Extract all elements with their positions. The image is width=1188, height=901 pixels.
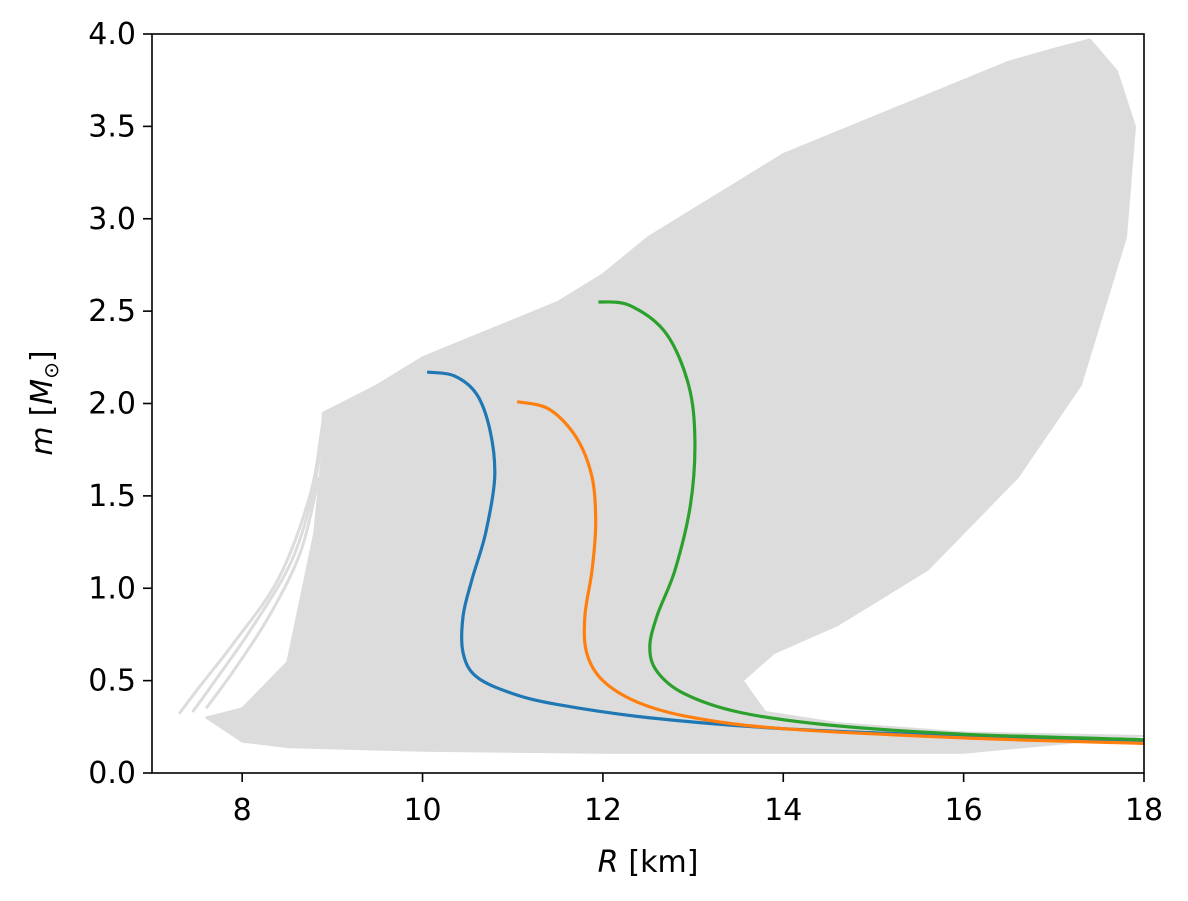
series-lines bbox=[426, 300, 1144, 745]
y-tick-label: 1.5 bbox=[88, 479, 136, 514]
x-tick-label: 14 bbox=[764, 793, 802, 828]
x-axis-label: R [km] bbox=[598, 845, 699, 880]
series-line-2 bbox=[516, 400, 1144, 745]
y-tick-label: 0.0 bbox=[88, 756, 136, 791]
y-tick-label: 4.0 bbox=[88, 17, 136, 52]
y-tick-label: 2.0 bbox=[88, 387, 136, 422]
y-tick-label: 3.0 bbox=[88, 202, 136, 237]
envelope-outer-curve-3 bbox=[204, 477, 321, 710]
x-tick-label: 12 bbox=[584, 793, 622, 828]
envelope-fill bbox=[205, 38, 1144, 754]
y-axis-ticks: 0.0 0.5 1.0 1.5 2.0 2.5 3.0 3.5 4.0 bbox=[88, 17, 152, 791]
y-tick-label: 3.5 bbox=[88, 109, 136, 144]
y-tick-label: 1.0 bbox=[88, 571, 136, 606]
x-tick-label: 10 bbox=[403, 793, 441, 828]
x-axis-ticks: 8 10 12 14 16 18 bbox=[233, 773, 1163, 828]
x-tick-label: 18 bbox=[1125, 793, 1163, 828]
y-tick-label: 0.5 bbox=[88, 664, 136, 699]
eos-envelope-band bbox=[177, 38, 1144, 754]
x-tick-label: 16 bbox=[945, 793, 983, 828]
series-line-3 bbox=[598, 300, 1144, 742]
envelope-outer-curve-2 bbox=[191, 421, 325, 713]
y-tick-label: 2.5 bbox=[88, 294, 136, 329]
y-axis-label: m[M⊙] bbox=[25, 350, 63, 455]
x-tick-label: 8 bbox=[233, 793, 252, 828]
